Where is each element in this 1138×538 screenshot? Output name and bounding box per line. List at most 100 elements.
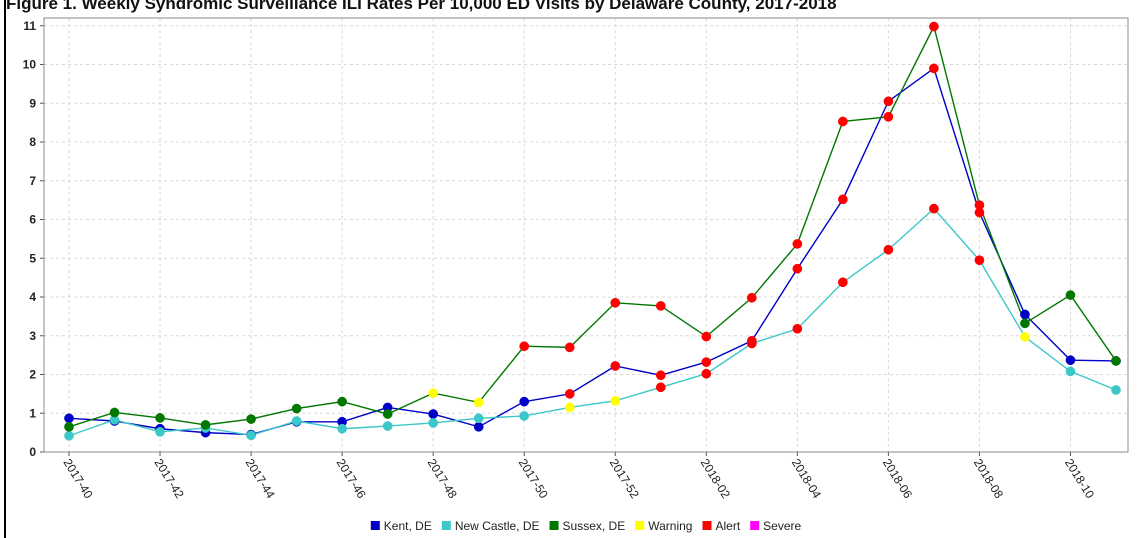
legend-swatch: [441, 521, 451, 530]
data-point: [838, 277, 848, 288]
data-point: [610, 297, 621, 308]
legend-label: Warning: [648, 519, 692, 533]
data-point: [883, 96, 894, 107]
data-point: [792, 239, 803, 249]
data-point: [883, 111, 894, 122]
data-point: [519, 396, 530, 407]
data-point: [1020, 309, 1030, 320]
data-point: [701, 331, 712, 342]
y-tick-label: 0: [29, 445, 36, 459]
data-point: [109, 407, 120, 418]
data-point: [701, 357, 712, 367]
data-point: [1065, 290, 1076, 300]
legend-label: New Castle, DE: [455, 519, 540, 533]
y-tick-label: 6: [29, 213, 36, 227]
data-point: [337, 396, 347, 407]
data-point: [428, 409, 439, 419]
data-point: [883, 244, 894, 255]
series-points: [64, 21, 1121, 441]
data-point: [246, 430, 256, 441]
chart-title: Figure 1. Weekly Syndromic Surveillance …: [6, 0, 837, 13]
data-point: [473, 413, 484, 424]
data-point: [610, 396, 621, 406]
data-point: [382, 409, 393, 419]
data-point: [1065, 355, 1076, 366]
data-point: [291, 416, 302, 426]
x-tick-label: 2017-48: [425, 456, 460, 501]
plot-area-border: [43, 17, 1129, 453]
data-point: [519, 411, 530, 421]
x-tick-label: 2018-10: [1062, 456, 1097, 501]
data-point: [929, 21, 939, 32]
data-point: [838, 194, 848, 205]
x-tick-label: 2018-02: [698, 456, 733, 501]
data-point: [337, 423, 347, 434]
data-point: [746, 338, 757, 349]
data-point: [974, 200, 985, 211]
legend-swatch: [370, 521, 380, 530]
data-point: [564, 342, 575, 353]
y-tick-label: 8: [29, 135, 36, 149]
y-tick-label: 9: [29, 96, 36, 110]
legend-label: Severe: [763, 519, 801, 533]
y-tick-label: 5: [29, 251, 36, 265]
x-tick-label: 2017-44: [243, 456, 278, 501]
x-tick-label: 2017-46: [334, 456, 369, 501]
series-line: [68, 24, 1117, 428]
series-lines: [68, 24, 1117, 437]
x-tick-label: 2018-04: [789, 456, 824, 501]
data-point: [746, 292, 757, 303]
data-point: [64, 430, 74, 441]
legend-swatch: [635, 521, 645, 530]
data-point: [200, 420, 211, 430]
legend-label: Alert: [715, 519, 740, 533]
data-point: [473, 421, 484, 432]
data-point: [64, 421, 74, 432]
data-point: [974, 255, 985, 266]
data-point: [792, 263, 803, 274]
legend-swatch: [549, 521, 559, 530]
left-border-rule: [4, 0, 6, 538]
data-point: [155, 413, 165, 423]
data-point: [382, 421, 393, 431]
legend-swatch: [750, 521, 760, 530]
legend-label: Sussex, DE: [563, 519, 626, 533]
data-point: [1111, 385, 1121, 395]
y-tick-label: 4: [29, 290, 36, 304]
data-point: [655, 370, 666, 381]
data-point: [838, 116, 848, 127]
x-tick-label: 2017-50: [516, 456, 551, 501]
data-point: [291, 403, 302, 414]
y-tick-label: 2: [29, 368, 36, 382]
data-point: [473, 397, 484, 408]
x-tick-label: 2017-42: [151, 456, 186, 501]
legend: Kent, DE New Castle, DE Sussex, DE Warning A…: [370, 519, 802, 533]
data-point: [792, 323, 803, 334]
x-tick-label: 2017-52: [607, 456, 642, 501]
data-point: [428, 388, 439, 398]
series-line: [68, 207, 1117, 437]
data-point: [929, 203, 939, 214]
data-point: [655, 382, 666, 393]
data-point: [655, 301, 666, 311]
legend-swatch: [702, 521, 712, 530]
gridlines: [44, 18, 1128, 452]
data-point: [929, 63, 939, 74]
data-point: [428, 418, 439, 428]
axes: 0 1 2 3 4 5 6 7 8 9 10 11 2017-40 2017-42 2017-44 2017-…: [23, 17, 1129, 501]
y-tick-label: 10: [23, 58, 37, 72]
data-point: [155, 427, 165, 437]
data-point: [564, 389, 575, 399]
data-point: [64, 413, 74, 424]
data-point: [1111, 356, 1121, 366]
x-tick-label: 2018-06: [880, 456, 915, 501]
data-point: [1020, 332, 1030, 342]
data-point: [610, 361, 621, 371]
y-tick-label: 3: [29, 329, 36, 343]
y-tick-label: 11: [23, 19, 36, 33]
legend-label: Kent, DE: [384, 519, 432, 533]
data-point: [519, 341, 530, 352]
x-tick-label: 2017-40: [60, 456, 95, 501]
